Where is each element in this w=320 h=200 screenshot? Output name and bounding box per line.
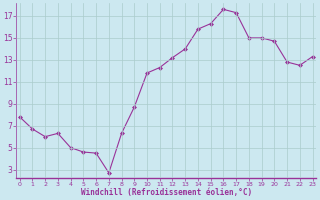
X-axis label: Windchill (Refroidissement éolien,°C): Windchill (Refroidissement éolien,°C) (81, 188, 252, 197)
